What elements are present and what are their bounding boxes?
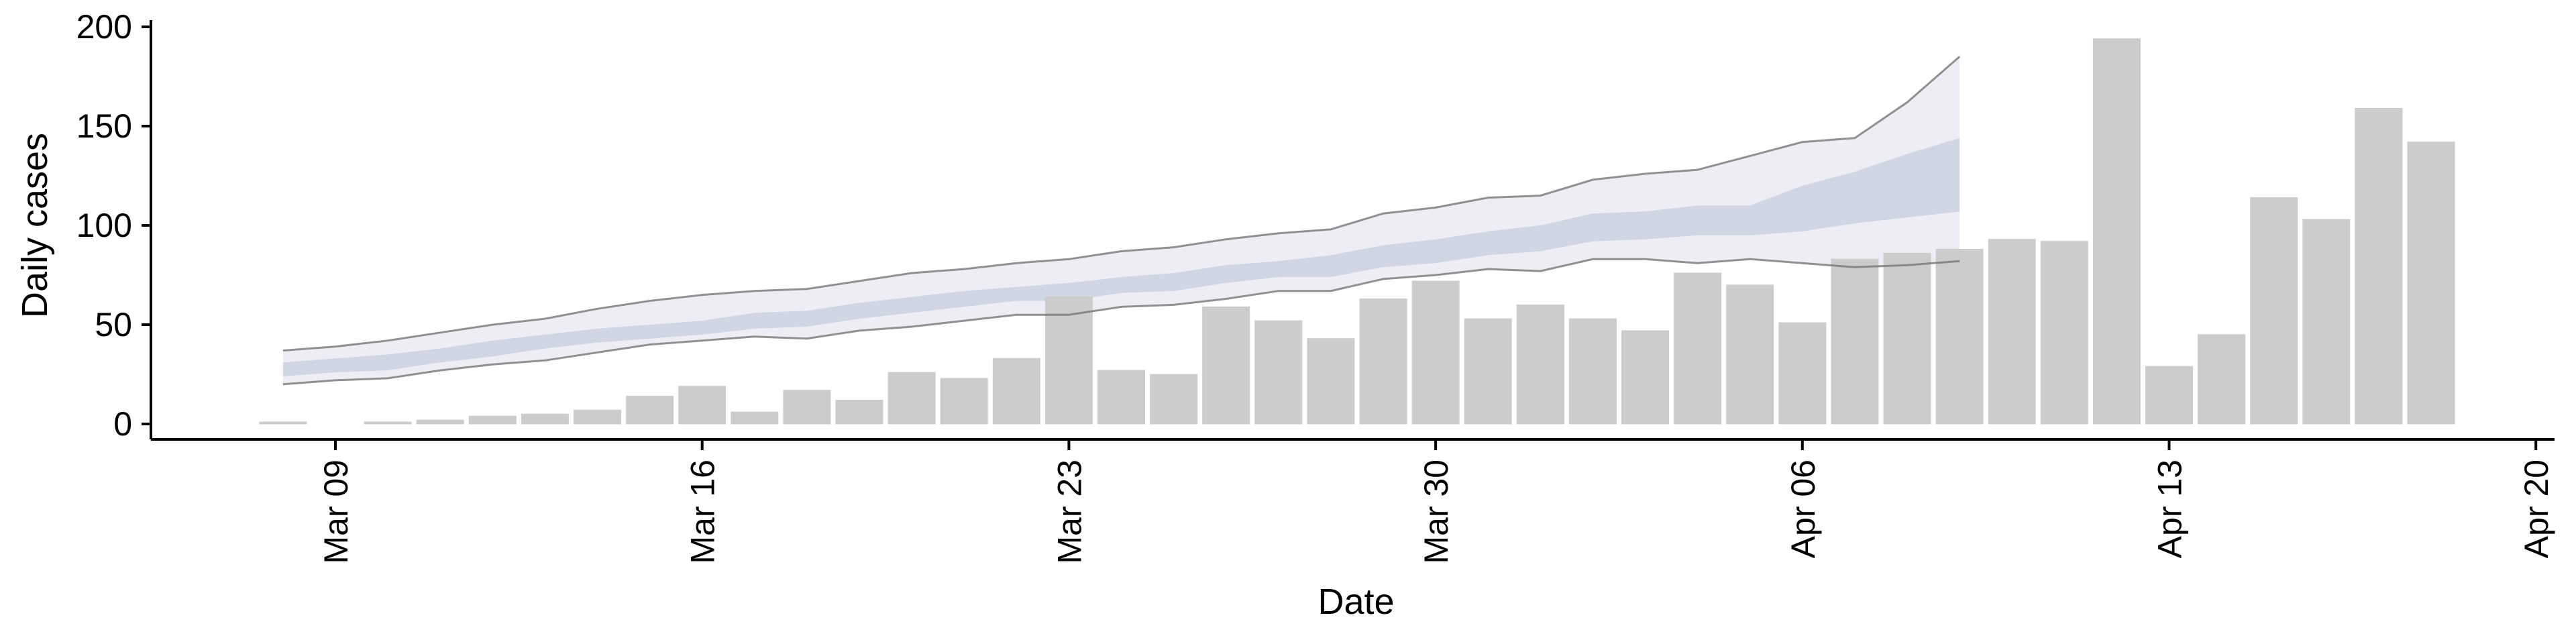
- y-tick-label: 150: [76, 107, 132, 145]
- bar: [1621, 330, 1669, 425]
- x-axis-ticks: Mar 09 Mar 16 Mar 23 Mar 30 Apr 06 Apr 13 Apr …: [317, 439, 2555, 564]
- bar: [1254, 320, 1303, 425]
- bar: [2198, 334, 2246, 425]
- bar: [626, 396, 674, 425]
- bar: [1307, 338, 1355, 425]
- bar: [678, 386, 727, 425]
- outer-band: [282, 56, 1960, 384]
- forecast-bands: [282, 56, 1960, 384]
- bar: [888, 372, 936, 425]
- bar: [1516, 304, 1564, 425]
- bar: [731, 411, 779, 425]
- bar: [2355, 107, 2403, 425]
- bar: [2250, 197, 2298, 425]
- bar: [2092, 38, 2141, 425]
- bar: [992, 358, 1040, 425]
- x-tick-label: Apr 06: [1784, 460, 1822, 558]
- y-tick-label: 50: [95, 306, 132, 343]
- y-tick-label: 0: [113, 405, 132, 443]
- x-tick-label: Apr 20: [2518, 460, 2555, 558]
- x-tick-label: Apr 13: [2151, 460, 2189, 558]
- bar: [1778, 322, 1827, 425]
- x-axis-label: Date: [1318, 582, 1394, 622]
- inner-band: [282, 138, 1960, 377]
- bar: [2407, 142, 2455, 425]
- bar: [1097, 370, 1145, 425]
- bar: [1359, 299, 1407, 425]
- y-axis-ticks: 0 50 100 150 200: [76, 8, 151, 443]
- bar: [468, 415, 517, 425]
- y-tick-label: 100: [76, 207, 132, 244]
- bar: [940, 378, 988, 425]
- x-tick-label: Mar 30: [1417, 460, 1455, 564]
- bar: [364, 421, 412, 425]
- bar: [259, 421, 307, 425]
- x-tick-label: Mar 16: [684, 460, 722, 564]
- y-tick-label: 200: [76, 8, 132, 46]
- bound-lines: [282, 56, 1961, 386]
- lower-bound-line: [282, 258, 1960, 386]
- bar: [2302, 219, 2351, 425]
- bar: [2040, 241, 2088, 425]
- bar: [416, 419, 464, 425]
- upper-bound-line: [282, 56, 1961, 352]
- bar: [1831, 258, 1879, 425]
- bar: [835, 400, 883, 425]
- bar: [1464, 318, 1512, 425]
- bar: [1726, 284, 1774, 425]
- x-tick-label: Mar 09: [317, 460, 355, 564]
- bar: [1044, 297, 1093, 425]
- bar: [574, 409, 621, 425]
- x-tick-label: Mar 23: [1051, 460, 1088, 564]
- y-axis-label: Daily cases: [15, 133, 55, 318]
- axes: [150, 20, 2555, 441]
- bar: [1568, 318, 1617, 425]
- bar: [1935, 249, 1984, 425]
- bar: [783, 390, 831, 425]
- bar: [1883, 252, 1931, 425]
- bar: [1150, 374, 1198, 425]
- bar: [1674, 272, 1722, 425]
- bar: [1988, 239, 2036, 425]
- bar: [521, 413, 569, 425]
- bar: [2145, 366, 2193, 425]
- bar: [1411, 280, 1460, 425]
- bars-layer: [259, 38, 2455, 425]
- bar: [1202, 306, 1250, 425]
